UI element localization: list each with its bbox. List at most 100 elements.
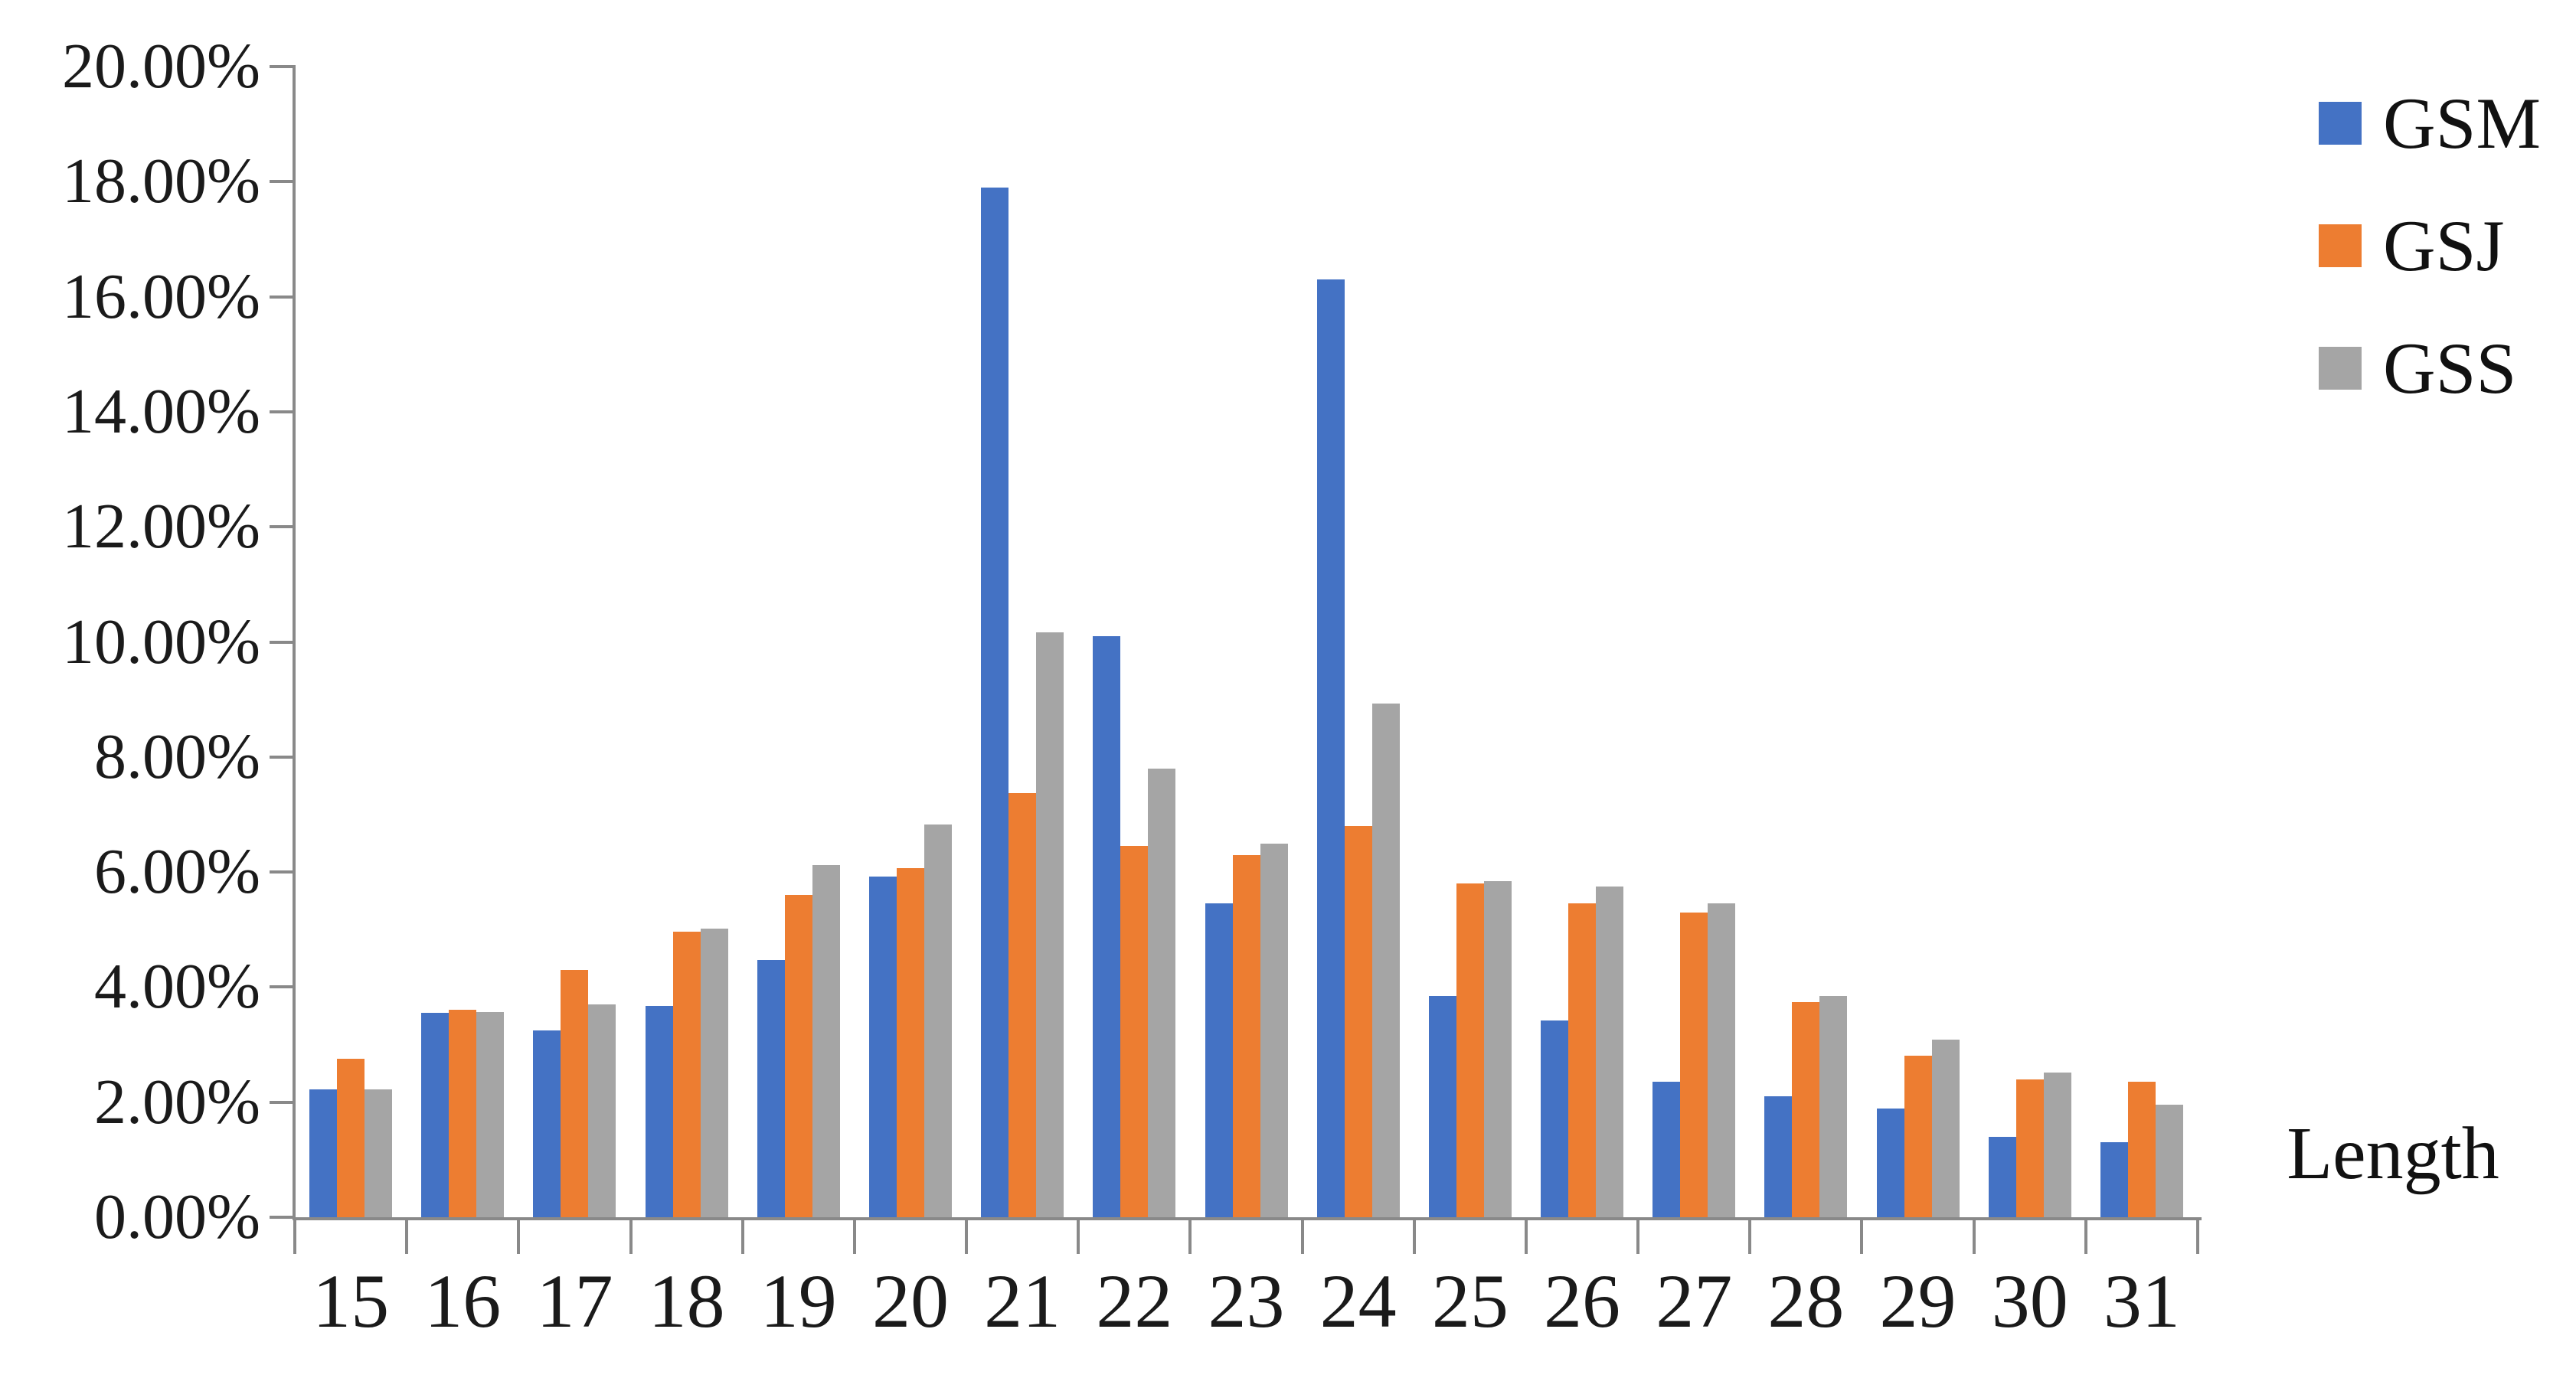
y-tick-label: 16.00%	[62, 260, 260, 332]
bar-GSS-21	[1036, 632, 1064, 1217]
bar-GSS-26	[1596, 886, 1624, 1217]
bar-GSS-22	[1148, 768, 1176, 1217]
y-tick-label: 0.00%	[94, 1181, 260, 1252]
legend-item-GSJ: GSJ	[2319, 196, 2541, 296]
bar-GSM-16	[421, 1013, 449, 1217]
y-tick	[270, 870, 295, 874]
bar-GSM-15	[309, 1089, 338, 1217]
x-tick	[517, 1220, 521, 1254]
x-tick	[740, 1220, 744, 1254]
bar-GSJ-26	[1568, 903, 1597, 1217]
x-axis-title: Length	[2287, 1112, 2499, 1195]
bar-GSM-17	[533, 1030, 561, 1217]
y-tick-label: 2.00%	[94, 1066, 260, 1138]
x-tick	[1636, 1220, 1640, 1254]
bar-GSJ-20	[896, 867, 924, 1217]
legend-item-GSM: GSM	[2319, 73, 2541, 173]
bar-GSJ-22	[1120, 846, 1149, 1217]
x-axis-label: 29	[1879, 1259, 1957, 1344]
y-tick	[270, 1100, 295, 1104]
y-tick	[270, 1216, 295, 1219]
y-tick	[270, 410, 295, 413]
bar-GSS-27	[1708, 903, 1736, 1217]
x-tick	[1077, 1220, 1080, 1254]
y-tick-label: 14.00%	[62, 375, 260, 447]
bar-GSM-30	[1988, 1136, 2016, 1217]
x-axis-label: 18	[648, 1259, 725, 1344]
x-axis-label: 30	[1991, 1259, 2068, 1344]
bar-GSS-17	[588, 1004, 616, 1217]
bar-GSJ-31	[2127, 1082, 2156, 1217]
y-tick-label: 20.00%	[62, 31, 260, 102]
bar-GSJ-28	[1792, 1001, 1820, 1217]
bar-GSJ-24	[1344, 825, 1372, 1217]
bar-GSJ-18	[672, 931, 701, 1217]
y-tick-label: 12.00%	[62, 491, 260, 563]
bar-GSM-31	[2100, 1142, 2128, 1217]
bar-GSM-21	[981, 187, 1009, 1217]
y-tick	[270, 525, 295, 529]
bar-GSS-19	[812, 865, 840, 1217]
bar-GSM-27	[1652, 1081, 1681, 1217]
bar-GSJ-29	[1904, 1055, 1932, 1217]
legend-marker-GSS	[2319, 347, 2362, 390]
x-tick	[2196, 1220, 2199, 1254]
x-tick	[1972, 1220, 1976, 1254]
bar-GSS-31	[2155, 1105, 2183, 1217]
bar-GSS-28	[1819, 995, 1848, 1217]
y-tick	[270, 65, 295, 68]
y-tick-label: 8.00%	[94, 720, 260, 792]
x-axis-label: 20	[871, 1259, 949, 1344]
x-axis-label: 26	[1544, 1259, 1621, 1344]
bar-GSS-16	[476, 1011, 505, 1217]
bar-GSJ-16	[449, 1010, 477, 1217]
legend-marker-GSJ	[2319, 224, 2362, 267]
x-axis-label: 17	[536, 1259, 613, 1344]
bar-GSJ-27	[1680, 912, 1708, 1217]
bar-GSM-25	[1428, 995, 1456, 1217]
bar-GSJ-25	[1456, 883, 1484, 1217]
bar-GSS-25	[1483, 881, 1512, 1217]
legend-label-GSJ: GSJ	[2383, 204, 2505, 286]
y-tick-label: 18.00%	[62, 145, 260, 217]
bar-GSS-15	[364, 1089, 393, 1217]
x-tick	[1188, 1220, 1192, 1254]
x-axis-label: 21	[984, 1259, 1061, 1344]
x-axis-label: 27	[1656, 1259, 1733, 1344]
bar-GSJ-15	[337, 1059, 365, 1217]
bar-GSM-18	[645, 1006, 673, 1217]
y-tick	[270, 755, 295, 759]
x-tick	[965, 1220, 969, 1254]
x-tick	[2084, 1220, 2087, 1254]
x-tick	[1412, 1220, 1416, 1254]
x-axis-label: 24	[1319, 1259, 1397, 1344]
x-tick	[1860, 1220, 1864, 1254]
x-tick	[852, 1220, 856, 1254]
bar-GSS-30	[2043, 1072, 2071, 1217]
y-tick	[270, 180, 295, 184]
bar-GSJ-17	[561, 969, 589, 1217]
x-axis-line	[293, 1217, 2202, 1220]
bar-GSM-28	[1764, 1096, 1793, 1217]
x-tick	[405, 1220, 409, 1254]
x-axis-label: 15	[312, 1259, 390, 1344]
y-tick	[270, 295, 295, 299]
bar-GSJ-30	[2015, 1079, 2044, 1217]
legend-label-GSM: GSM	[2383, 82, 2541, 164]
y-tick	[270, 640, 295, 644]
legend: GSM GSJ GSS	[2319, 73, 2541, 441]
bar-GSJ-19	[784, 895, 812, 1217]
legend-label-GSS: GSS	[2383, 327, 2517, 409]
x-tick	[1524, 1220, 1528, 1254]
bar-GSS-24	[1371, 703, 1400, 1217]
bar-GSM-26	[1541, 1020, 1569, 1217]
bar-GSS-23	[1260, 843, 1288, 1217]
bar-GSM-22	[1093, 635, 1121, 1217]
bar-GSM-23	[1205, 903, 1233, 1217]
y-tick-label: 10.00%	[62, 606, 260, 678]
y-tick-label: 6.00%	[94, 836, 260, 908]
bar-GSS-29	[1931, 1039, 1960, 1217]
x-tick	[293, 1220, 296, 1254]
y-tick	[270, 985, 295, 989]
